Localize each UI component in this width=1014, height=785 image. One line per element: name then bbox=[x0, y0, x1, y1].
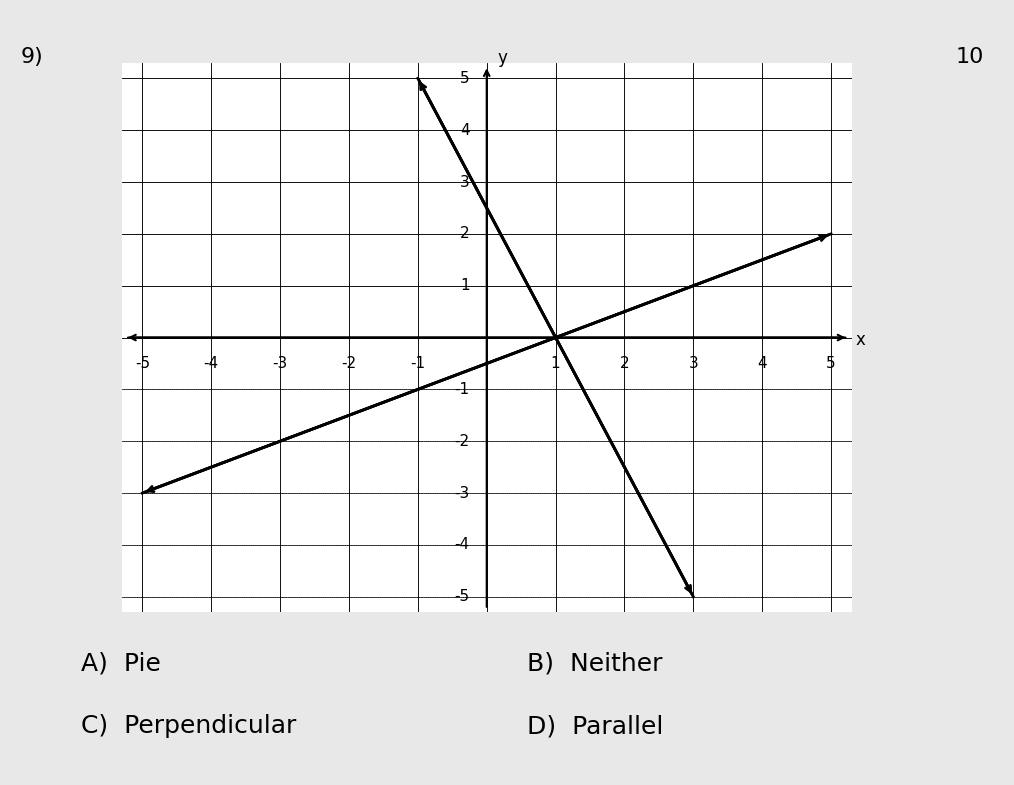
Text: 2: 2 bbox=[620, 356, 630, 371]
Text: 1: 1 bbox=[460, 278, 469, 294]
Text: D)  Parallel: D) Parallel bbox=[527, 714, 663, 739]
Text: -3: -3 bbox=[273, 356, 288, 371]
Text: C)  Perpendicular: C) Perpendicular bbox=[81, 714, 296, 739]
Text: -3: -3 bbox=[454, 486, 469, 501]
Text: -2: -2 bbox=[454, 434, 469, 449]
Text: -4: -4 bbox=[204, 356, 219, 371]
Text: 4: 4 bbox=[460, 122, 469, 137]
Text: -4: -4 bbox=[454, 538, 469, 553]
Text: 2: 2 bbox=[460, 226, 469, 241]
Text: y: y bbox=[497, 49, 507, 67]
Text: 3: 3 bbox=[459, 174, 469, 189]
Text: 3: 3 bbox=[689, 356, 699, 371]
Text: 9): 9) bbox=[20, 47, 43, 67]
Text: -1: -1 bbox=[411, 356, 426, 371]
Text: 5: 5 bbox=[826, 356, 836, 371]
Text: 10: 10 bbox=[955, 47, 984, 67]
Text: -1: -1 bbox=[454, 382, 469, 397]
Text: A)  Pie: A) Pie bbox=[81, 652, 161, 676]
Text: B)  Neither: B) Neither bbox=[527, 652, 663, 676]
Text: -5: -5 bbox=[135, 356, 150, 371]
Text: 4: 4 bbox=[757, 356, 767, 371]
Text: -2: -2 bbox=[342, 356, 357, 371]
Text: x: x bbox=[855, 331, 865, 349]
Text: 5: 5 bbox=[460, 71, 469, 86]
Text: 1: 1 bbox=[551, 356, 561, 371]
Text: -5: -5 bbox=[454, 590, 469, 604]
